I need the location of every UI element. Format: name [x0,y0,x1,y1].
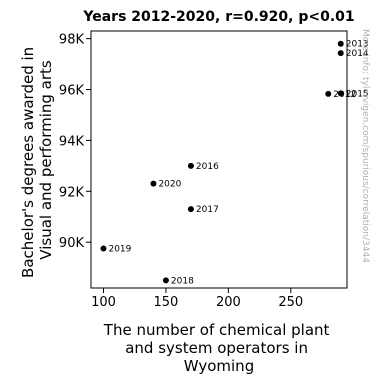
x-tick-label: 100 [91,295,116,310]
x-tick-label: 200 [216,295,241,310]
watermark: More info: tylervigen.com/spurious/corre… [360,29,370,263]
data-point [100,245,107,252]
data-point-label: 2016 [196,162,219,172]
data-point [187,206,194,213]
y-tick-label: 92K [59,185,85,200]
data-point [337,50,344,57]
data-point [162,277,169,284]
x-tick-label: 250 [278,295,303,310]
x-tick-label: 150 [154,295,179,310]
x-axis-label-line-1: The number of chemical plant [103,321,330,339]
y-tick-label: 94K [59,134,85,149]
x-axis-label: The number of chemical plant and system … [103,321,334,375]
data-point-label: 2017 [196,205,219,215]
y-axis-label-line-2: Visual and performing arts [37,60,55,260]
y-axis: 90K 92K 94K 96K 98K [59,33,91,251]
data-point-label: 2013 [346,40,369,50]
x-axis: 100 150 200 250 [91,288,303,310]
data-point-label: 2019 [108,245,131,255]
data-point [187,162,194,169]
y-tick-label: 90K [59,236,85,251]
chart-title: Years 2012-2020, r=0.920, p<0.01 [82,9,354,25]
x-axis-label-line-3: Wyoming [184,357,254,375]
y-axis-label: Bachelor's degrees awarded in Visual and… [19,42,55,278]
data-point-label: 2014 [346,49,369,59]
y-axis-label-line-1: Bachelor's degrees awarded in [19,47,37,278]
y-tick-label: 98K [59,33,85,48]
data-point-label: 2020 [158,180,181,190]
data-point [150,180,157,187]
y-tick-label: 96K [59,84,85,99]
data-point-label: 2012 [333,90,356,100]
data-point [337,90,344,97]
plot-area [90,30,348,289]
x-axis-label-line-2: and system operators in [125,339,308,357]
data-point-label: 2015 [346,89,369,99]
data-point-label: 2018 [171,276,194,286]
data-point [325,90,332,97]
data-point [337,40,344,47]
